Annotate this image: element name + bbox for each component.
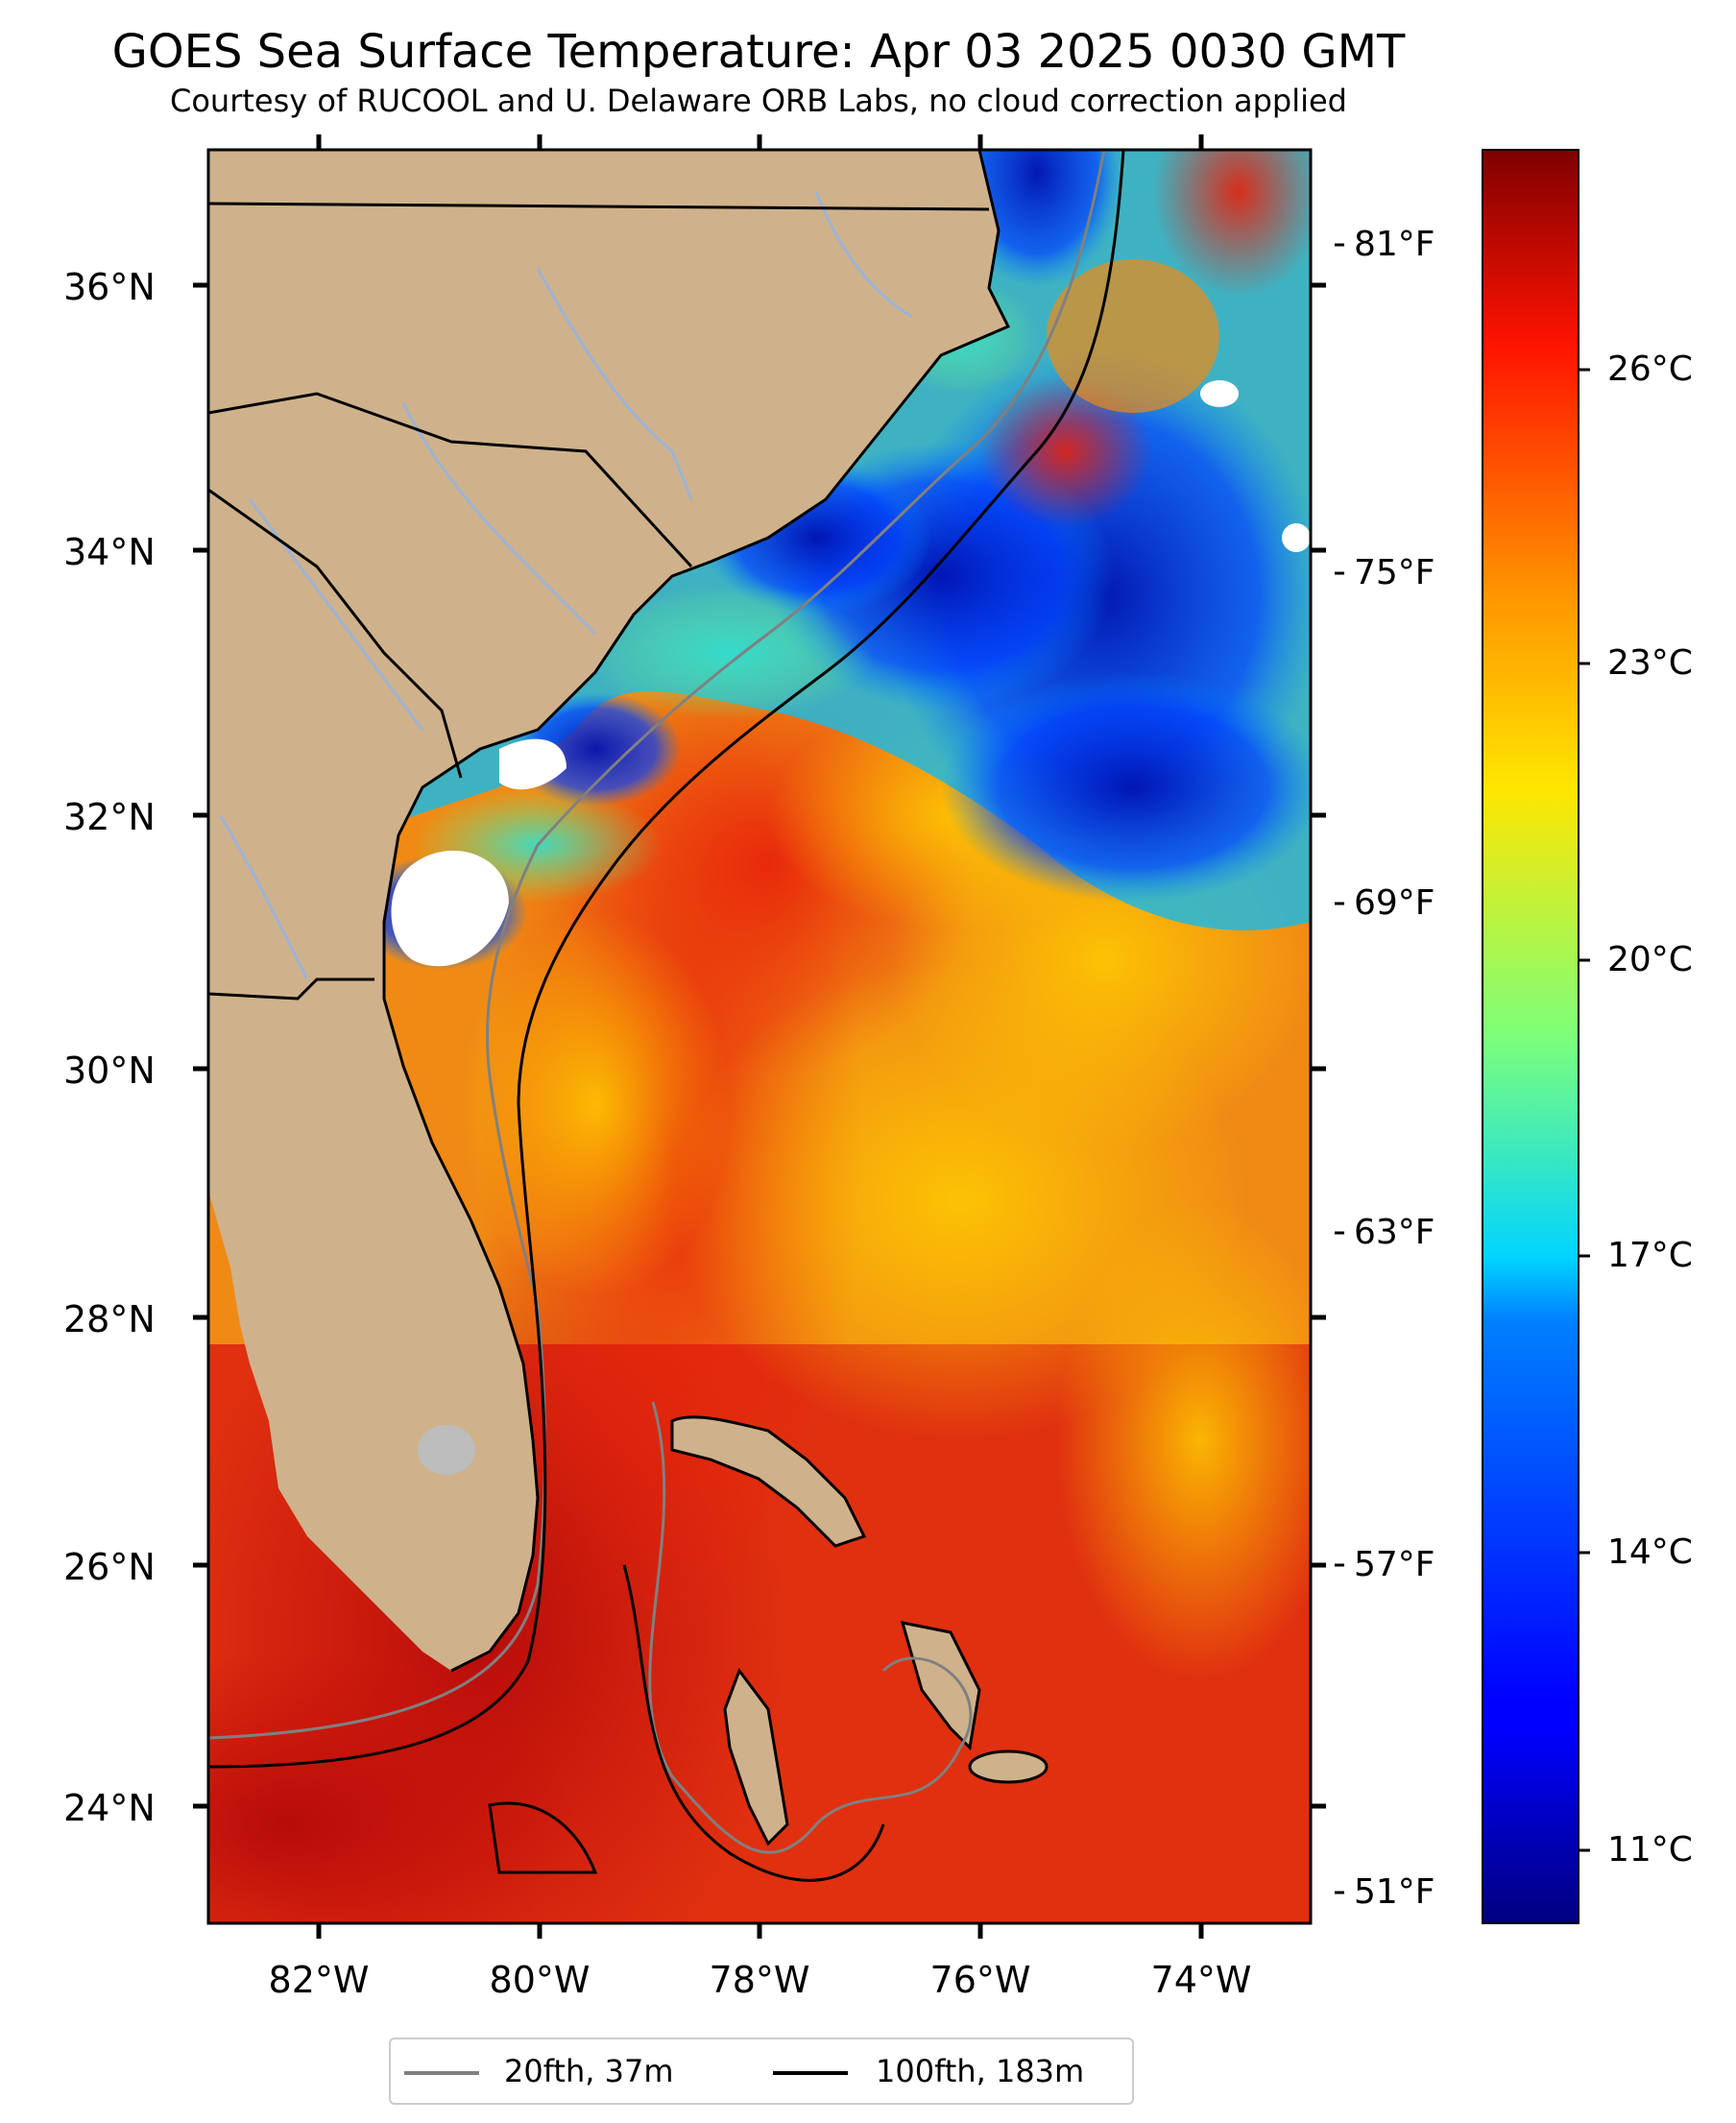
c-label-20: 20°C bbox=[1607, 940, 1693, 979]
c-label-23: 23°C bbox=[1607, 643, 1693, 683]
f-label-81: 81°F bbox=[1354, 225, 1435, 264]
legend: 20fth, 37m 100fth, 183m bbox=[389, 2038, 1134, 2105]
lon-label-74: 74°W bbox=[1150, 1959, 1252, 2001]
f-label-75: 75°F bbox=[1354, 553, 1435, 592]
legend-line-20fth bbox=[404, 2071, 479, 2075]
contour-20fth bbox=[208, 150, 1106, 1854]
lat-label-24: 24°N bbox=[63, 1787, 156, 1829]
lat-label-34: 34°N bbox=[63, 531, 156, 573]
land-bahamas-3 bbox=[900, 1621, 981, 1751]
f-label-51: 51°F bbox=[1354, 1872, 1435, 1912]
lat-label-36: 36°N bbox=[63, 266, 156, 308]
lon-label-82: 82°W bbox=[268, 1959, 370, 2001]
lat-label-32: 32°N bbox=[63, 796, 156, 838]
c-label-17: 17°C bbox=[1607, 1236, 1693, 1275]
legend-line-100fth bbox=[773, 2071, 848, 2075]
f-label-69: 69°F bbox=[1354, 883, 1435, 923]
lat-label-30: 30°N bbox=[63, 1049, 156, 1092]
map-subtitle: Courtesy of RUCOOL and U. Delaware ORB L… bbox=[170, 83, 1347, 119]
contour-100fth bbox=[208, 150, 1125, 1882]
lon-label-80: 80°W bbox=[489, 1959, 591, 2001]
lon-label-78: 78°W bbox=[709, 1959, 810, 2001]
c-label-11: 11°C bbox=[1607, 1830, 1693, 1870]
c-label-14: 14°C bbox=[1607, 1532, 1693, 1572]
f-label-63: 63°F bbox=[1354, 1213, 1435, 1252]
lat-label-28: 28°N bbox=[63, 1298, 156, 1340]
land-bahamas-1 bbox=[670, 1415, 867, 1548]
lon-label-76: 76°W bbox=[929, 1959, 1031, 2001]
colorbar-gradient bbox=[1482, 149, 1579, 1924]
legend-label-20fth: 20fth, 37m bbox=[504, 2053, 674, 2089]
land-mainland bbox=[208, 150, 1008, 1671]
land-bahamas-2 bbox=[723, 1667, 789, 1846]
legend-label-100fth: 100fth, 183m bbox=[876, 2053, 1085, 2089]
lake-okeechobee bbox=[418, 1425, 475, 1475]
c-label-26: 26°C bbox=[1607, 350, 1693, 389]
f-label-57: 57°F bbox=[1354, 1545, 1435, 1584]
lat-label-26: 26°N bbox=[63, 1546, 156, 1588]
map-title: GOES Sea Surface Temperature: Apr 03 202… bbox=[111, 25, 1406, 79]
